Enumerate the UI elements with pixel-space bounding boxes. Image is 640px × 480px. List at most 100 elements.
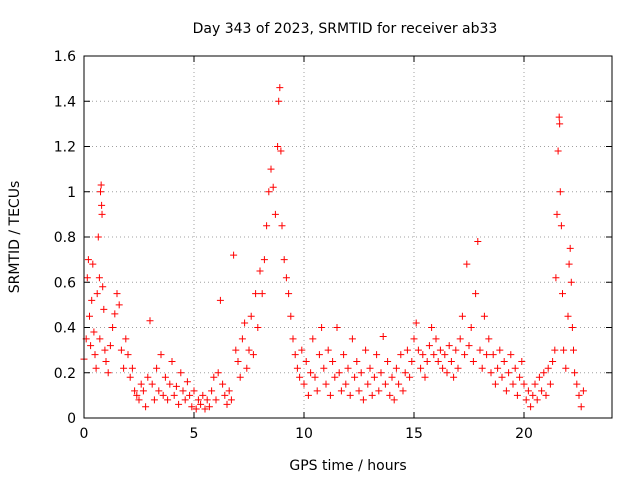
data-point (205, 403, 213, 411)
data-point (410, 335, 418, 343)
data-point (135, 396, 143, 404)
data-point (463, 260, 471, 268)
data-point (458, 312, 466, 320)
axes: 0 5 10 15 20 0 0.2 0.4 0.6 0.8 1 1.2 1.4 1.6 (54, 49, 612, 442)
data-point (511, 364, 519, 372)
data-point (502, 387, 510, 395)
x-tick-label: 0 (80, 426, 89, 442)
data-point (97, 181, 105, 189)
data-point (91, 351, 99, 359)
y-tick-label: 0.2 (54, 366, 76, 382)
data-point (238, 335, 246, 343)
data-point (342, 380, 350, 388)
data-point (247, 312, 255, 320)
data-point (166, 380, 174, 388)
data-point (436, 346, 444, 354)
data-point (447, 357, 455, 365)
data-points (80, 84, 587, 413)
data-point (177, 369, 185, 377)
data-point (454, 364, 462, 372)
data-point (106, 342, 114, 350)
data-point (491, 380, 499, 388)
data-point (109, 324, 117, 331)
data-point (311, 373, 319, 381)
data-point (540, 369, 548, 377)
y-tick-label: 0.8 (54, 230, 76, 246)
data-point (216, 296, 224, 304)
data-point (320, 364, 328, 372)
data-point (381, 380, 389, 388)
data-point (201, 405, 209, 413)
data-point (390, 396, 398, 404)
data-point (373, 351, 381, 359)
data-point (289, 335, 297, 343)
data-point (441, 351, 449, 359)
data-point (529, 391, 537, 399)
data-point (571, 369, 579, 377)
data-point (179, 387, 187, 395)
data-point (577, 403, 585, 411)
data-point (557, 222, 565, 230)
data-point (377, 369, 385, 377)
data-point (439, 364, 447, 372)
data-point (474, 238, 482, 246)
data-point (252, 290, 260, 298)
data-point (274, 143, 282, 150)
data-point (395, 380, 403, 388)
data-point (480, 312, 488, 320)
data-point (219, 380, 227, 388)
chart-title: Day 343 of 2023, SRMTID for receiver ab3… (193, 21, 498, 37)
data-point (368, 391, 376, 399)
data-point (375, 387, 383, 395)
data-point (505, 369, 513, 377)
data-point (188, 403, 196, 411)
data-point (535, 373, 543, 381)
y-tick-label: 1.2 (54, 140, 76, 156)
data-point (282, 274, 290, 282)
data-point (120, 364, 128, 372)
data-point (164, 396, 172, 404)
data-point (428, 324, 436, 331)
data-point (111, 310, 119, 318)
data-point (472, 290, 480, 298)
data-point (128, 364, 136, 372)
data-point (241, 319, 249, 327)
data-point (362, 346, 370, 354)
data-point (531, 380, 539, 388)
data-point (520, 380, 528, 388)
data-point (285, 290, 293, 298)
data-point (192, 405, 200, 413)
data-point (359, 396, 367, 404)
data-point (267, 165, 275, 173)
data-point (430, 351, 438, 359)
data-point (366, 364, 374, 372)
data-point (566, 244, 574, 252)
data-point (553, 210, 561, 218)
data-point (406, 373, 414, 381)
data-point (554, 147, 562, 155)
data-point (98, 201, 106, 209)
data-point (443, 369, 451, 377)
data-point (150, 396, 158, 404)
data-point (287, 312, 295, 320)
data-point (280, 256, 288, 264)
data-point (296, 373, 304, 381)
data-point (494, 364, 502, 372)
data-point (148, 380, 156, 388)
data-point (403, 346, 411, 354)
x-tick-label: 20 (515, 426, 533, 442)
data-point (408, 357, 416, 365)
data-point (84, 256, 92, 264)
data-point (565, 260, 573, 268)
data-point (115, 301, 123, 309)
data-point (291, 351, 299, 359)
data-point (357, 369, 365, 377)
y-tick-label: 0.4 (54, 321, 76, 337)
data-point (348, 335, 356, 343)
data-point (117, 346, 125, 354)
data-point (300, 380, 308, 388)
data-point (210, 373, 218, 381)
data-point (432, 335, 440, 343)
data-point (507, 351, 515, 359)
